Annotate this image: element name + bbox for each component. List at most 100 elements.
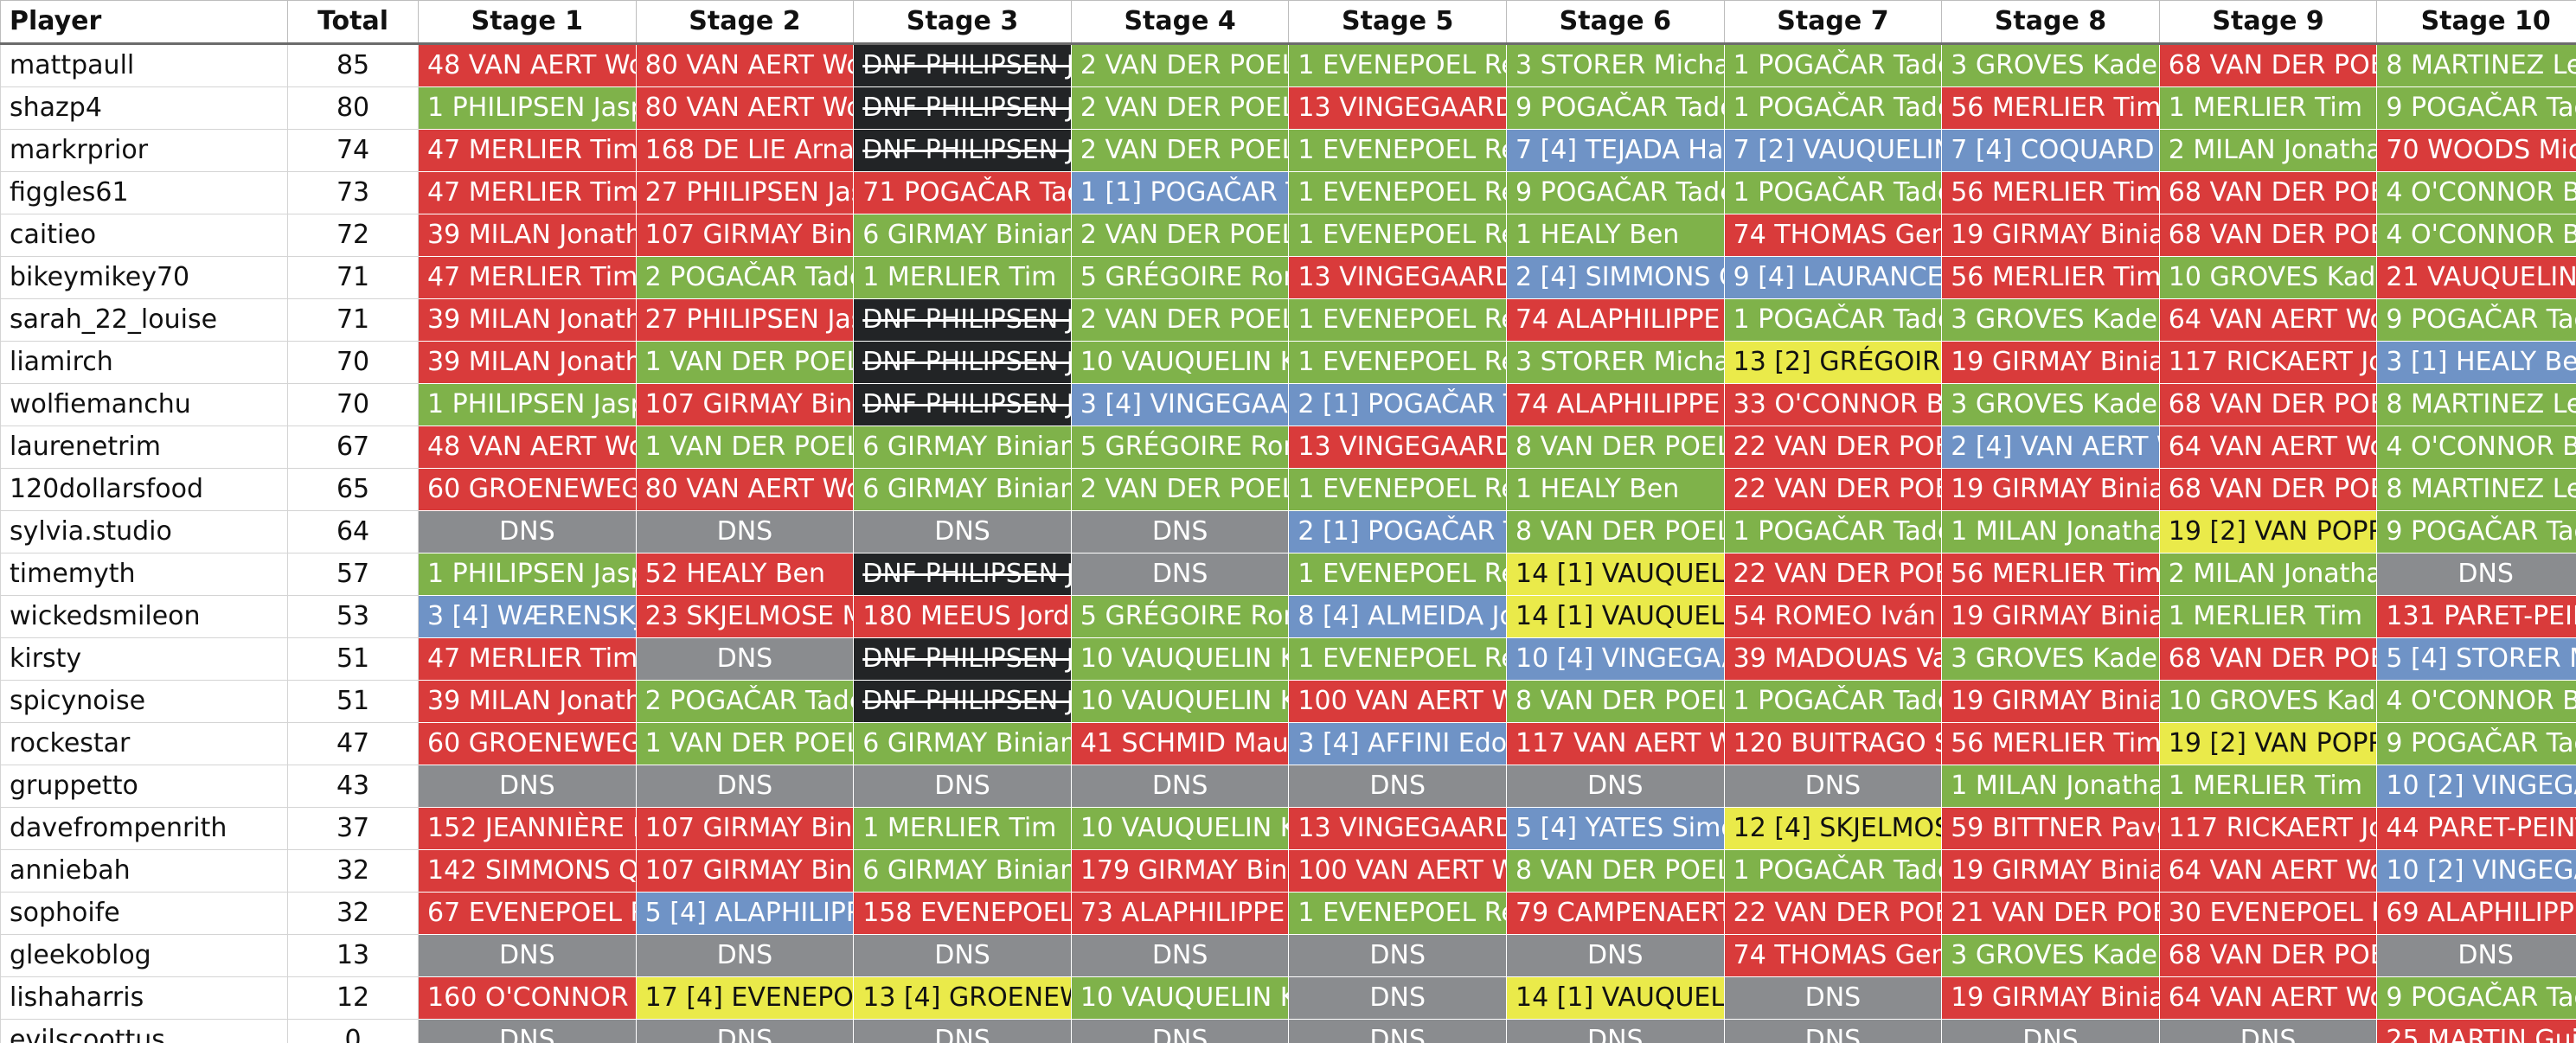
column-header-stage-4[interactable]: Stage 4 (1070, 0, 1290, 45)
player-name-cell[interactable]: caitieo (0, 214, 289, 257)
stage-3-pick-cell[interactable]: 13 [4] GROENEWEGEN Dylan (853, 976, 1072, 1020)
stage-3-pick-cell[interactable]: 158 EVENEPOEL Remco (853, 892, 1072, 935)
stage-10-pick-cell[interactable]: 8 MARTINEZ Lenny (2376, 468, 2576, 511)
total-points-cell[interactable]: 71 (287, 256, 420, 299)
total-points-cell[interactable]: 32 (287, 849, 420, 893)
stage-8-pick-cell[interactable]: 19 GIRMAY Biniam (1941, 849, 2160, 893)
stage-8-pick-cell[interactable]: 19 GIRMAY Biniam (1941, 468, 2160, 511)
stage-1-pick-cell[interactable]: 152 JEANNIÈRE Emilien (418, 807, 637, 850)
stage-1-pick-cell[interactable]: 39 MILAN Jonathan (418, 341, 637, 384)
player-name-cell[interactable]: gleekoblog (0, 934, 289, 977)
stage-4-pick-cell[interactable]: 73 ALAPHILIPPE Julian (1070, 892, 1290, 935)
stage-9-pick-cell[interactable]: 2 MILAN Jonathan (2158, 129, 2378, 172)
stage-8-pick-cell[interactable]: 3 GROVES Kaden (1941, 934, 2160, 977)
stage-2-pick-cell[interactable]: 107 GIRMAY Biniam (635, 214, 855, 257)
stage-10-pick-cell[interactable]: 4 O'CONNOR Ben (2376, 214, 2576, 257)
stage-7-pick-cell[interactable]: 1 POGAČAR Tadej (1723, 171, 1943, 214)
stage-8-pick-cell[interactable]: 56 MERLIER Tim (1941, 256, 2160, 299)
column-header-stage-8[interactable]: Stage 8 (1941, 0, 2160, 45)
stage-1-pick-cell[interactable]: 1 PHILIPSEN Jasper (418, 383, 637, 426)
stage-1-pick-cell[interactable]: 39 MILAN Jonathan (418, 680, 637, 723)
stage-9-pick-cell[interactable]: 1 MERLIER Tim (2158, 765, 2378, 808)
stage-4-pick-cell[interactable]: 10 VAUQUELIN Kévin (1070, 807, 1290, 850)
stage-2-pick-cell[interactable]: DNS (635, 637, 855, 681)
stage-2-pick-cell[interactable]: 2 POGAČAR Tadej (635, 680, 855, 723)
stage-3-pick-cell[interactable]: DNS (853, 1019, 1072, 1043)
stage-5-pick-cell[interactable]: DNS (1288, 934, 1508, 977)
total-points-cell[interactable]: 57 (287, 553, 420, 596)
stage-2-pick-cell[interactable]: 80 VAN AERT Wout (635, 468, 855, 511)
stage-1-pick-cell[interactable]: 60 GROENEWEGEN Dylan (418, 722, 637, 765)
stage-1-pick-cell[interactable]: 39 MILAN Jonathan (418, 298, 637, 342)
player-name-cell[interactable]: bikeymikey70 (0, 256, 289, 299)
stage-6-pick-cell[interactable]: 2 [4] SIMMONS Quinn (1506, 256, 1725, 299)
player-name-cell[interactable]: anniebah (0, 849, 289, 893)
total-points-cell[interactable]: 70 (287, 383, 420, 426)
stage-3-pick-cell[interactable]: 71 POGAČAR Tadej (853, 171, 1072, 214)
stage-9-pick-cell[interactable]: 68 VAN DER POEL Mathieu (2158, 637, 2378, 681)
stage-4-pick-cell[interactable]: 1 [1] POGAČAR Tadej (1070, 171, 1290, 214)
total-points-cell[interactable]: 73 (287, 171, 420, 214)
stage-3-pick-cell[interactable]: DNF PHILIPSEN Jasper (853, 43, 1072, 87)
total-points-cell[interactable]: 80 (287, 86, 420, 130)
total-points-cell[interactable]: 72 (287, 214, 420, 257)
stage-3-pick-cell[interactable]: DNS (853, 510, 1072, 553)
stage-7-pick-cell[interactable]: 22 VAN DER POEL Mathieu (1723, 426, 1943, 469)
stage-5-pick-cell[interactable]: 3 [4] AFFINI Edoardo (1288, 722, 1508, 765)
player-name-cell[interactable]: davefrompenrith (0, 807, 289, 850)
stage-3-pick-cell[interactable]: DNF PHILIPSEN Jasper (853, 341, 1072, 384)
stage-7-pick-cell[interactable]: DNS (1723, 765, 1943, 808)
stage-6-pick-cell[interactable]: 9 POGAČAR Tadej (1506, 86, 1725, 130)
stage-10-pick-cell[interactable]: 5 [4] STORER Michael (2376, 637, 2576, 681)
stage-10-pick-cell[interactable]: 10 [2] VINGEGAARD Jonas (2376, 849, 2576, 893)
stage-2-pick-cell[interactable]: DNS (635, 1019, 855, 1043)
player-name-cell[interactable]: 120dollarsfood (0, 468, 289, 511)
stage-4-pick-cell[interactable]: 2 VAN DER POEL Mathieu (1070, 468, 1290, 511)
total-points-cell[interactable]: 71 (287, 298, 420, 342)
stage-8-pick-cell[interactable]: DNS (1941, 1019, 2160, 1043)
stage-1-pick-cell[interactable]: 67 EVENEPOEL Remco (418, 892, 637, 935)
stage-9-pick-cell[interactable]: 10 GROVES Kaden (2158, 680, 2378, 723)
stage-7-pick-cell[interactable]: 1 POGAČAR Tadej (1723, 849, 1943, 893)
stage-6-pick-cell[interactable]: 14 [1] VAUQUELIN Kévin (1506, 595, 1725, 638)
stage-1-pick-cell[interactable]: DNS (418, 765, 637, 808)
stage-8-pick-cell[interactable]: 56 MERLIER Tim (1941, 86, 2160, 130)
player-name-cell[interactable]: rockestar (0, 722, 289, 765)
stage-5-pick-cell[interactable]: 8 [4] ALMEIDA João (1288, 595, 1508, 638)
stage-1-pick-cell[interactable]: DNS (418, 1019, 637, 1043)
stage-1-pick-cell[interactable]: 47 MERLIER Tim (418, 256, 637, 299)
stage-2-pick-cell[interactable]: 107 GIRMAY Biniam (635, 383, 855, 426)
stage-2-pick-cell[interactable]: 17 [4] EVENEPOEL Remco (635, 976, 855, 1020)
stage-5-pick-cell[interactable]: 1 EVENEPOEL Remco (1288, 553, 1508, 596)
total-points-cell[interactable]: 32 (287, 892, 420, 935)
stage-7-pick-cell[interactable]: 13 [2] GRÉGOIRE Romain (1723, 341, 1943, 384)
stage-7-pick-cell[interactable]: 12 [4] SKJELMOSE Mattias (1723, 807, 1943, 850)
stage-4-pick-cell[interactable]: 41 SCHMID Mauro (1070, 722, 1290, 765)
stage-6-pick-cell[interactable]: 3 STORER Michael (1506, 341, 1725, 384)
stage-3-pick-cell[interactable]: DNF PHILIPSEN Jasper (853, 680, 1072, 723)
stage-3-pick-cell[interactable]: 6 GIRMAY Biniam (853, 722, 1072, 765)
stage-7-pick-cell[interactable]: 22 VAN DER POEL Mathieu (1723, 553, 1943, 596)
column-header-stage-3[interactable]: Stage 3 (853, 0, 1072, 45)
total-points-cell[interactable]: 70 (287, 341, 420, 384)
column-header-stage-9[interactable]: Stage 9 (2158, 0, 2378, 45)
stage-8-pick-cell[interactable]: 1 MILAN Jonathan (1941, 765, 2160, 808)
stage-10-pick-cell[interactable]: 10 [2] VINGEGAARD Jonas (2376, 765, 2576, 808)
stage-3-pick-cell[interactable]: 6 GIRMAY Biniam (853, 214, 1072, 257)
stage-6-pick-cell[interactable]: DNS (1506, 934, 1725, 977)
stage-2-pick-cell[interactable]: 168 DE LIE Arnaud (635, 129, 855, 172)
stage-6-pick-cell[interactable]: 10 [4] VINGEGAARD Jonas (1506, 637, 1725, 681)
column-header-stage-2[interactable]: Stage 2 (635, 0, 855, 45)
total-points-cell[interactable]: 43 (287, 765, 420, 808)
stage-6-pick-cell[interactable]: 8 VAN DER POEL Mathieu (1506, 426, 1725, 469)
total-points-cell[interactable]: 67 (287, 426, 420, 469)
stage-6-pick-cell[interactable]: 9 POGAČAR Tadej (1506, 171, 1725, 214)
stage-2-pick-cell[interactable]: DNS (635, 765, 855, 808)
total-points-cell[interactable]: 65 (287, 468, 420, 511)
stage-3-pick-cell[interactable]: DNF PHILIPSEN Jasper (853, 86, 1072, 130)
stage-4-pick-cell[interactable]: 3 [4] VINGEGAARD Jonas (1070, 383, 1290, 426)
stage-8-pick-cell[interactable]: 1 MILAN Jonathan (1941, 510, 2160, 553)
stage-4-pick-cell[interactable]: 2 VAN DER POEL Mathieu (1070, 86, 1290, 130)
stage-3-pick-cell[interactable]: DNF PHILIPSEN Jasper (853, 383, 1072, 426)
column-header-stage-5[interactable]: Stage 5 (1288, 0, 1508, 45)
